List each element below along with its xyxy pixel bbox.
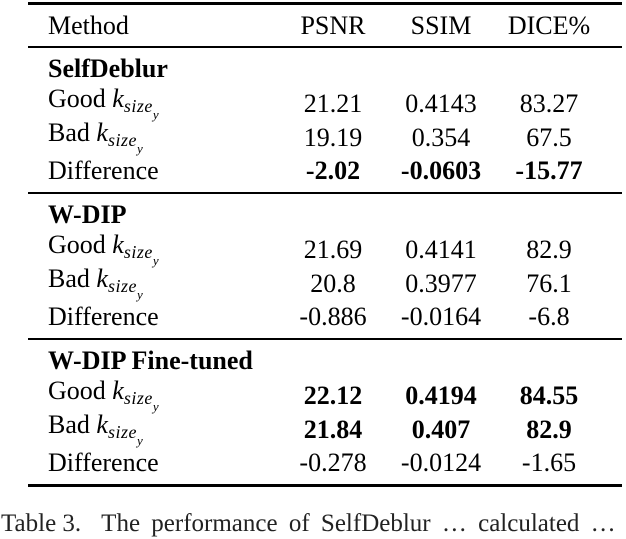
psnr-value: 22.12 <box>303 380 363 410</box>
table-bottom-rule <box>28 484 622 487</box>
table-row: Good ksizey 22.12 0.4194 84.55 <box>28 376 622 414</box>
caption-text: The performance of SelfDeblur … calculat… <box>101 510 616 537</box>
row-label: Difference <box>48 448 159 477</box>
table-row: Bad ksizey 21.84 0.407 82.9 <box>28 410 622 448</box>
row-label-text: Bad <box>48 118 90 147</box>
header-method: Method <box>48 10 129 40</box>
table-row: W-DIP Fine-tuned <box>28 344 622 378</box>
section-separator-rule <box>28 338 622 340</box>
ksize-math-label: ksizey <box>112 376 160 414</box>
psnr-value: -2.02 <box>305 156 361 185</box>
section-separator-rule <box>28 192 622 194</box>
caption-label: Table 3. <box>1 510 82 537</box>
results-table: Method PSNR SSIM DICE% SelfDeblur Good k… <box>28 2 622 487</box>
table-top-rule <box>28 2 622 5</box>
section-wdip-finetuned: W-DIP Fine-tuned Good ksizey 22.12 0.419… <box>28 340 622 484</box>
section-wdip: W-DIP Good ksizey 21.69 0.4141 82.9 Bad … <box>28 194 622 338</box>
ssim-value: -0.0603 <box>400 156 482 185</box>
dice-value: -15.77 <box>515 156 583 185</box>
row-label: Good ksizey <box>48 376 279 414</box>
header-separator-rule <box>28 46 622 48</box>
header-dice: DICE% <box>507 10 591 40</box>
ksize-math-label: ksizey <box>96 264 144 302</box>
method-name: W-DIP <box>48 200 127 229</box>
table-row: Bad ksizey 20.8 0.3977 76.1 <box>28 264 622 302</box>
row-label-text: Good <box>48 376 106 405</box>
header-psnr: PSNR <box>300 10 366 40</box>
table-row: Good ksizey 21.69 0.4141 82.9 <box>28 230 622 268</box>
table-row: W-DIP <box>28 198 622 232</box>
ssim-value: 0.3977 <box>405 268 477 298</box>
dice-value: 83.27 <box>519 88 579 118</box>
ssim-value: 0.4143 <box>405 88 477 118</box>
row-label: Difference <box>48 302 159 331</box>
dice-value: -1.65 <box>521 448 577 477</box>
psnr-value: 21.84 <box>303 414 363 444</box>
dice-value: 76.1 <box>526 268 572 298</box>
dice-value: 82.9 <box>526 414 572 444</box>
row-label: Bad ksizey <box>48 118 279 156</box>
ksize-math-label: ksizey <box>96 118 144 156</box>
method-name: W-DIP Fine-tuned <box>48 346 253 375</box>
table-row: Good ksizey 21.21 0.4143 83.27 <box>28 84 622 122</box>
ssim-value: 0.407 <box>411 414 471 444</box>
table-header-row: Method PSNR SSIM DICE% <box>28 5 622 46</box>
ksize-math-label: ksizey <box>112 230 160 268</box>
row-label: Good ksizey <box>48 84 279 122</box>
row-label-text: Bad <box>48 264 90 293</box>
row-label-text: Good <box>48 84 106 113</box>
table-row: Difference -2.02 -0.0603 -15.77 <box>28 154 622 188</box>
row-label: Bad ksizey <box>48 410 279 448</box>
dice-value: -6.8 <box>528 302 570 331</box>
psnr-value: 20.8 <box>310 268 356 298</box>
table-caption: Table 3. The performance of SelfDeblur …… <box>1 509 626 539</box>
psnr-value: -0.886 <box>299 302 367 331</box>
header-ssim: SSIM <box>410 10 472 40</box>
ssim-value: 0.4141 <box>405 234 477 264</box>
ssim-value: 0.354 <box>411 122 471 152</box>
psnr-value: 21.69 <box>303 234 363 264</box>
row-label: Good ksizey <box>48 230 279 268</box>
ksize-math-label: ksizey <box>96 410 144 448</box>
ksize-math-label: ksizey <box>112 84 160 122</box>
table-row: Difference -0.886 -0.0164 -6.8 <box>28 300 622 334</box>
ssim-value: -0.0164 <box>400 302 482 331</box>
dice-value: 67.5 <box>526 122 572 152</box>
method-name: SelfDeblur <box>48 54 168 83</box>
table-row: Bad ksizey 19.19 0.354 67.5 <box>28 118 622 156</box>
table-row: Difference -0.278 -0.0124 -1.65 <box>28 446 622 480</box>
psnr-value: -0.278 <box>299 448 367 477</box>
psnr-value: 19.19 <box>303 122 363 152</box>
ssim-value: -0.0124 <box>400 448 482 477</box>
dice-value: 82.9 <box>526 234 572 264</box>
row-label: Bad ksizey <box>48 264 279 302</box>
table-row: SelfDeblur <box>28 52 622 86</box>
ssim-value: 0.4194 <box>405 380 477 410</box>
dice-value: 84.55 <box>519 380 579 410</box>
row-label: Difference <box>48 156 159 185</box>
psnr-value: 21.21 <box>303 88 363 118</box>
row-label-text: Good <box>48 230 106 259</box>
section-selfdeblur: SelfDeblur Good ksizey 21.21 0.4143 83.2… <box>28 48 622 192</box>
row-label-text: Bad <box>48 410 90 439</box>
